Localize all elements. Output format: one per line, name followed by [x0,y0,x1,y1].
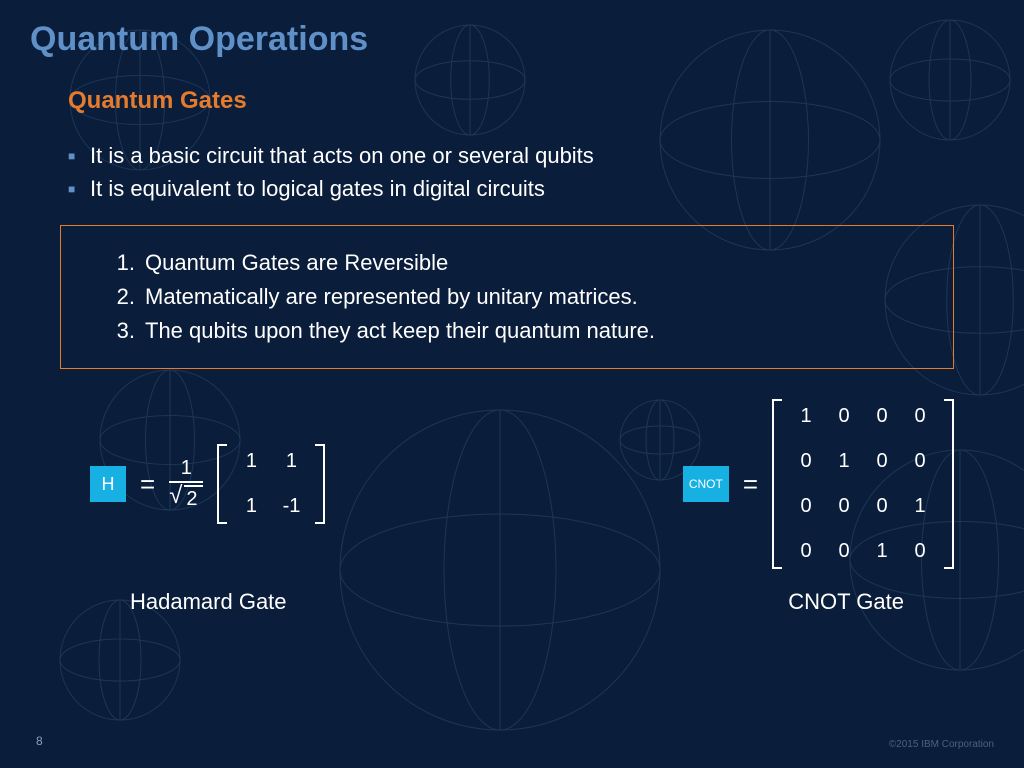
cnot-equation: CNOT = 1 0 0 0 0 1 0 0 0 0 0 1 0 [683,399,954,569]
radical-icon: √ [169,485,182,507]
bracket-right-icon [315,444,325,524]
radicand: 2 [184,485,203,511]
hadamard-matrix: 1 1 1 -1 [217,444,325,524]
bracket-right-icon [944,399,954,569]
slide-content: Quantum Operations Quantum Gates It is a… [0,0,1024,768]
fraction-numerator: 1 [177,457,196,481]
bullet-list: It is a basic circuit that acts on one o… [68,139,984,205]
gate-captions-row: Hadamard Gate CNOT Gate [130,589,904,615]
hadamard-caption: Hadamard Gate [130,589,287,615]
matrix-cell: 0 [838,495,849,518]
matrix-cell: 0 [800,495,811,518]
matrix-cell: 1 [246,450,257,473]
bracket-left-icon [772,399,782,569]
coefficient-fraction: 1 √2 [169,457,203,511]
equals-sign: = [743,469,758,500]
matrix-cell: 1 [246,495,257,518]
matrix-cell: 0 [876,450,887,473]
slide-subtitle: Quantum Gates [68,87,984,115]
matrix-cell: 0 [914,540,925,563]
matrix-cell: 0 [838,405,849,428]
numbered-item: The qubits upon they act keep their quan… [101,314,913,348]
matrix-cell: 0 [800,540,811,563]
hadamard-equation: H = 1 √2 1 1 1 -1 [90,444,325,524]
bullet-item: It is a basic circuit that acts on one o… [68,139,984,172]
matrix-cell: 0 [838,540,849,563]
bullet-item: It is equivalent to logical gates in dig… [68,172,984,205]
cnot-caption: CNOT Gate [788,589,904,615]
cnot-chip: CNOT [683,466,729,502]
matrix-cell: 0 [876,495,887,518]
slide-title: Quantum Operations [30,20,984,59]
numbered-item: Quantum Gates are Reversible [101,246,913,280]
numbered-item: Matematically are represented by unitary… [101,280,913,314]
matrix-cells: 1 1 1 -1 [227,444,315,524]
properties-box: Quantum Gates are Reversible Matematical… [60,225,954,369]
fraction-denominator: √2 [169,481,203,511]
matrix-cell: 1 [914,495,925,518]
gate-equations-row: H = 1 √2 1 1 1 -1 CNOT = [90,399,954,569]
hadamard-chip: H [90,466,126,502]
cnot-matrix: 1 0 0 0 0 1 0 0 0 0 0 1 0 0 1 0 [772,399,954,569]
numbered-list: Quantum Gates are Reversible Matematical… [101,246,913,348]
matrix-cell: 1 [800,405,811,428]
matrix-cell: -1 [283,495,301,518]
matrix-cell: 0 [914,450,925,473]
matrix-cell: 0 [876,405,887,428]
matrix-cell: 0 [800,450,811,473]
matrix-cell: 1 [286,450,297,473]
matrix-cell: 1 [838,450,849,473]
matrix-cells: 1 0 0 0 0 1 0 0 0 0 0 1 0 0 1 0 [782,399,944,569]
bracket-left-icon [217,444,227,524]
equals-sign: = [140,469,155,500]
matrix-cell: 0 [914,405,925,428]
matrix-cell: 1 [876,540,887,563]
